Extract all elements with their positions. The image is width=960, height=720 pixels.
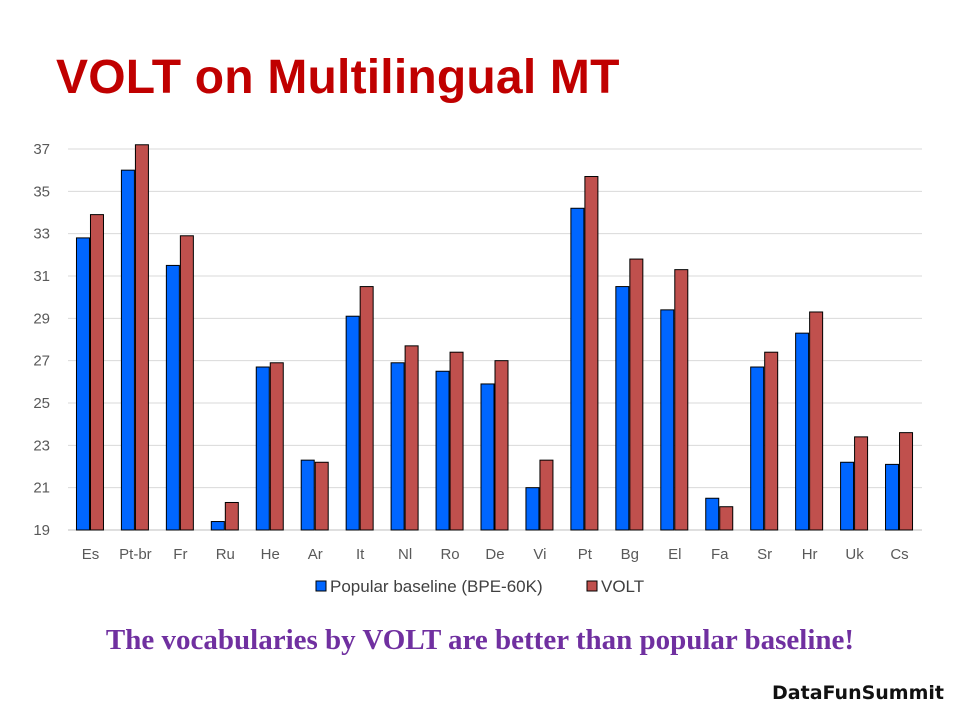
- x-tick-label: Nl: [398, 546, 412, 563]
- y-tick-label: 25: [33, 395, 50, 412]
- bar-volt: [89, 214, 104, 531]
- bar-baseline: [885, 463, 900, 531]
- x-tick-label: Es: [82, 546, 100, 563]
- x-tick-label: It: [356, 546, 365, 563]
- x-tick-label: Fa: [711, 546, 729, 563]
- x-tick-label: De: [485, 546, 504, 563]
- y-tick-label: 21: [33, 480, 50, 497]
- bar-baseline: [210, 521, 225, 531]
- y-tick-label: 33: [33, 226, 50, 243]
- x-tick-label: Ro: [440, 546, 459, 563]
- bar-volt: [314, 461, 329, 531]
- bar-baseline: [840, 461, 855, 531]
- bar-baseline: [435, 370, 450, 531]
- bar-volt: [584, 176, 599, 531]
- bar-volt: [629, 258, 644, 531]
- x-tick-label: Bg: [621, 546, 639, 563]
- bar-baseline: [75, 237, 90, 531]
- bar-baseline: [345, 315, 360, 531]
- bar-volt: [719, 506, 734, 531]
- bar-baseline: [255, 366, 270, 531]
- bar-volt: [899, 432, 914, 531]
- legend-swatch: [586, 580, 598, 592]
- x-tick-label: El: [668, 546, 681, 563]
- slide-caption: The vocabularies by VOLT are better than…: [105, 624, 855, 656]
- bar-chart: Es Pt-br Fr Ru He Ar It Nl Ro De Vi Pt Bg El Fa Sr Hr Uk C…: [33, 141, 922, 596]
- bar-baseline: [660, 309, 675, 531]
- watermark: DataFunSummit: [772, 682, 944, 704]
- legend-label: Popular baseline (BPE-60K): [330, 577, 543, 596]
- legend-swatch: [315, 580, 327, 592]
- bar-volt: [134, 144, 149, 531]
- y-tick-label: 19: [33, 522, 50, 539]
- x-tick-label: Vi: [533, 546, 546, 563]
- bar-baseline: [795, 332, 810, 531]
- bar-volt: [359, 286, 374, 531]
- bar-volt: [404, 345, 419, 531]
- bar-baseline: [525, 487, 540, 531]
- bar-baseline: [705, 497, 720, 531]
- bar-volt: [449, 351, 464, 531]
- legend: Popular baseline (BPE-60K) VOLT: [315, 577, 644, 596]
- bar-baseline: [570, 207, 585, 531]
- x-axis-labels: Es Pt-br Fr Ru He Ar It Nl Ro De Vi Pt Bg El Fa Sr Hr Uk C…: [82, 546, 909, 563]
- bar-volt: [764, 351, 779, 531]
- bar-volt: [854, 436, 869, 531]
- bar-baseline: [120, 169, 135, 531]
- x-tick-label: Pt: [578, 546, 593, 563]
- x-tick-label: He: [261, 546, 280, 563]
- bar-volt: [539, 459, 554, 531]
- x-tick-label: Sr: [757, 546, 772, 563]
- y-axis-labels: 19 21 23 25 27 29 31 33 35 37: [33, 141, 50, 539]
- bar-baseline: [750, 366, 765, 531]
- bar-layer: [75, 144, 914, 531]
- y-tick-label: 37: [33, 141, 50, 158]
- bar-baseline: [165, 264, 180, 531]
- bar-baseline: [300, 459, 315, 531]
- bar-baseline: [390, 362, 405, 531]
- x-tick-label: Uk: [845, 546, 864, 563]
- x-tick-label: Cs: [890, 546, 908, 563]
- x-tick-label: Pt-br: [119, 546, 152, 563]
- x-tick-label: Hr: [802, 546, 818, 563]
- legend-label: VOLT: [601, 577, 644, 596]
- y-tick-label: 27: [33, 353, 50, 370]
- x-tick-label: Fr: [173, 546, 187, 563]
- bar-baseline: [615, 286, 630, 531]
- bar-volt: [224, 501, 239, 531]
- bar-volt: [809, 311, 824, 531]
- y-tick-label: 23: [33, 437, 50, 454]
- x-tick-label: Ru: [216, 546, 235, 563]
- x-tick-label: Ar: [308, 546, 323, 563]
- y-tick-label: 31: [33, 268, 50, 285]
- y-tick-label: 35: [33, 183, 50, 200]
- bar-volt: [179, 235, 194, 531]
- bar-volt: [674, 269, 689, 531]
- slide-title: VOLT on Multilingual MT: [56, 51, 620, 104]
- y-tick-label: 29: [33, 310, 50, 327]
- bar-volt: [269, 362, 284, 531]
- bar-volt: [494, 360, 509, 531]
- bar-baseline: [480, 383, 495, 531]
